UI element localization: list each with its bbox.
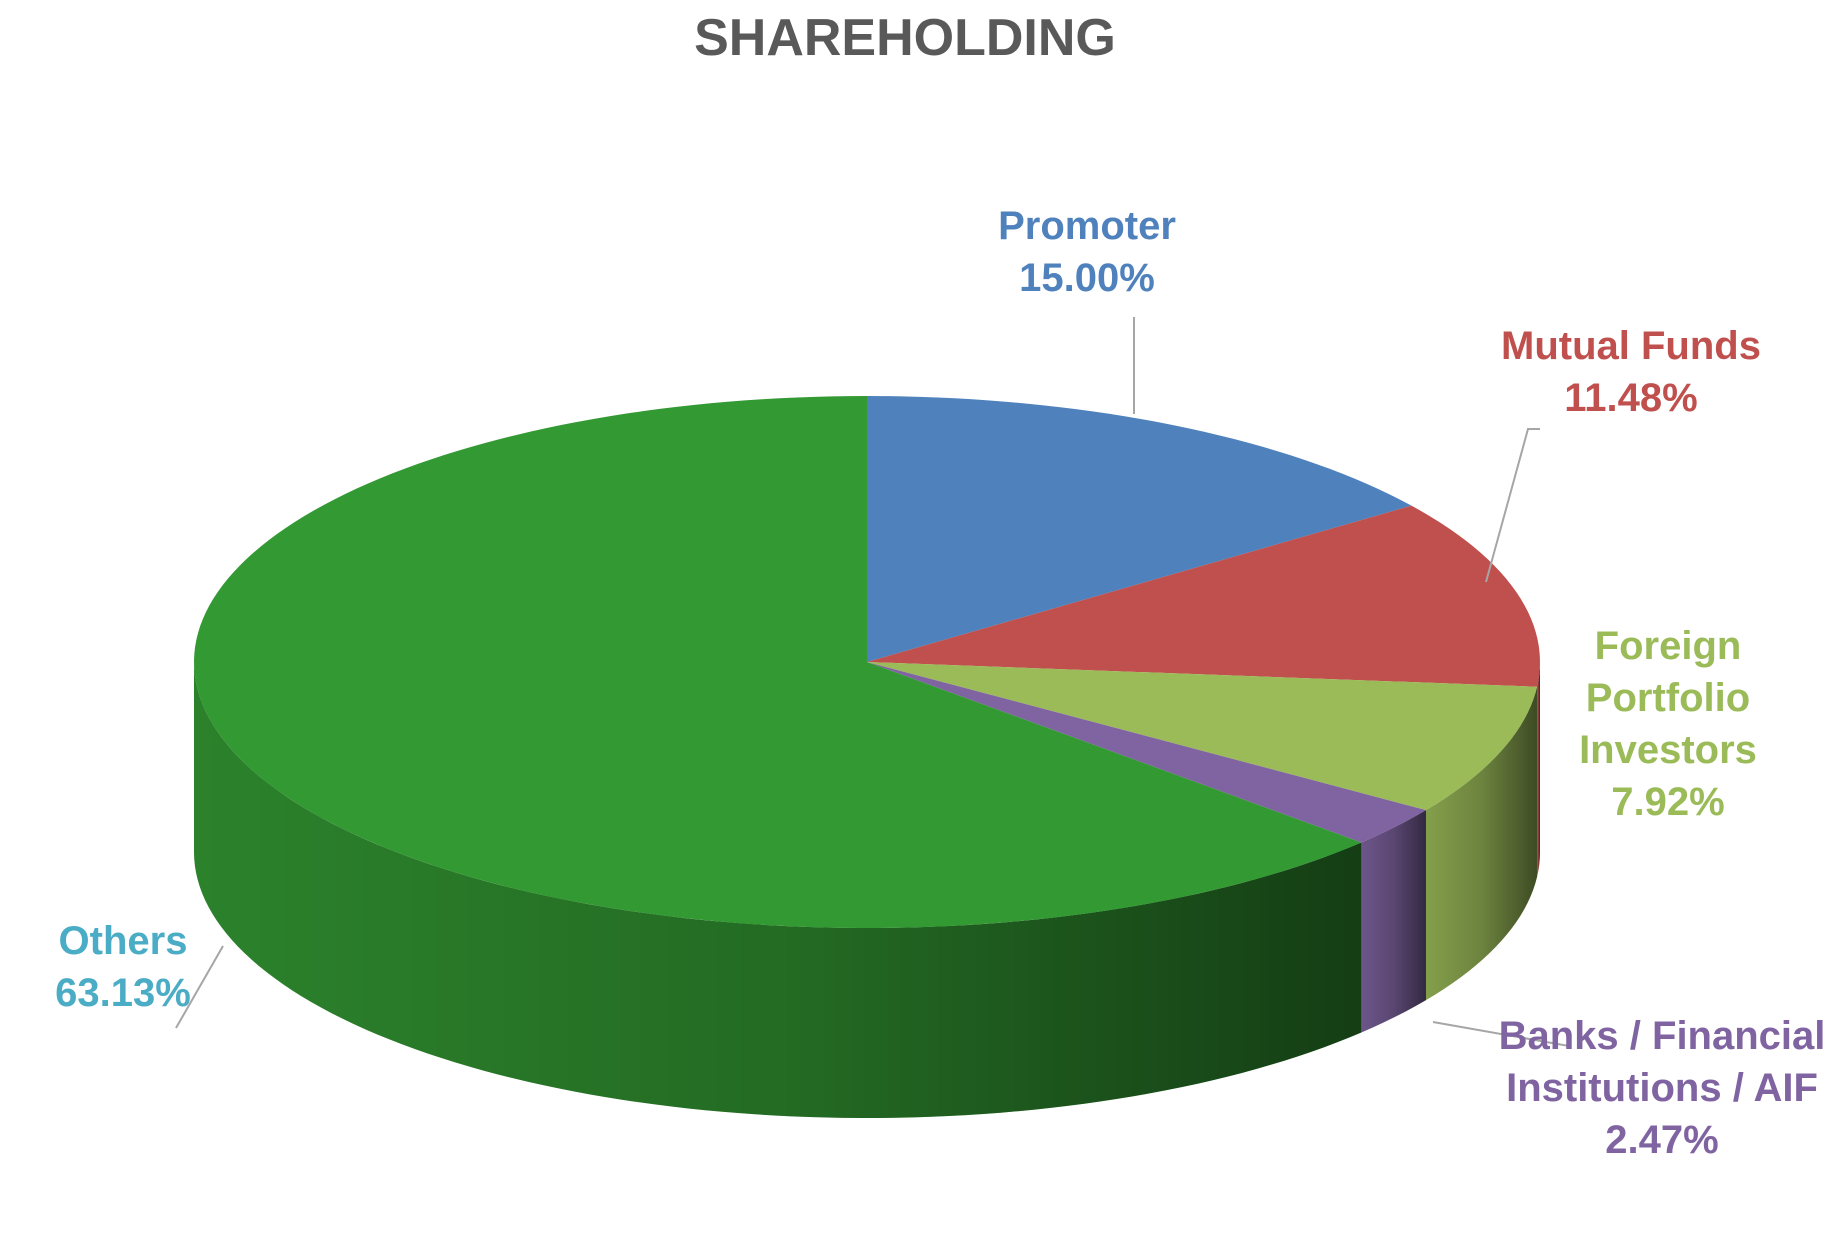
category-label: Mutual Funds (1501, 324, 1761, 368)
category-label: Promoter (998, 204, 1176, 248)
value-label: 2.47% (1605, 1118, 1719, 1162)
category-label: Foreign Portfolio Investors (1579, 624, 1757, 772)
pie-slice (867, 662, 1426, 843)
data-label: Others 63.13% (23, 915, 223, 1019)
category-label: Others (58, 919, 188, 963)
pie-slice (867, 505, 1540, 687)
pie-side-shade (1425, 686, 1538, 1001)
category-label: Banks / Financial Institutions / AIF (1498, 1014, 1826, 1110)
pie-side-shade (194, 662, 1362, 1118)
pie-slice (867, 662, 1538, 811)
value-label: 63.13% (55, 971, 191, 1015)
data-label: Promoter 15.00% (957, 200, 1217, 304)
data-label: Banks / Financial Institutions / AIF 2.4… (1492, 1010, 1832, 1166)
chart-title: SHAREHOLDING (694, 9, 1116, 67)
leader-line (1432, 1021, 1570, 1047)
pie-side-shade (1361, 810, 1426, 1033)
value-label: 7.92% (1611, 780, 1725, 824)
leader-line (1485, 428, 1540, 583)
pie-side-shade (1537, 662, 1540, 877)
leader-lines (175, 317, 1570, 1047)
data-label: Mutual Funds 11.48% (1481, 320, 1781, 424)
data-label: Foreign Portfolio Investors 7.92% (1548, 620, 1788, 828)
pie-sides (194, 662, 1540, 1118)
pie-slice (867, 396, 1412, 662)
pie-tops (194, 396, 1540, 928)
value-label: 15.00% (1019, 256, 1155, 300)
value-label: 11.48% (1564, 376, 1698, 420)
leader-line (175, 945, 224, 1029)
pie-slice (194, 396, 1362, 928)
